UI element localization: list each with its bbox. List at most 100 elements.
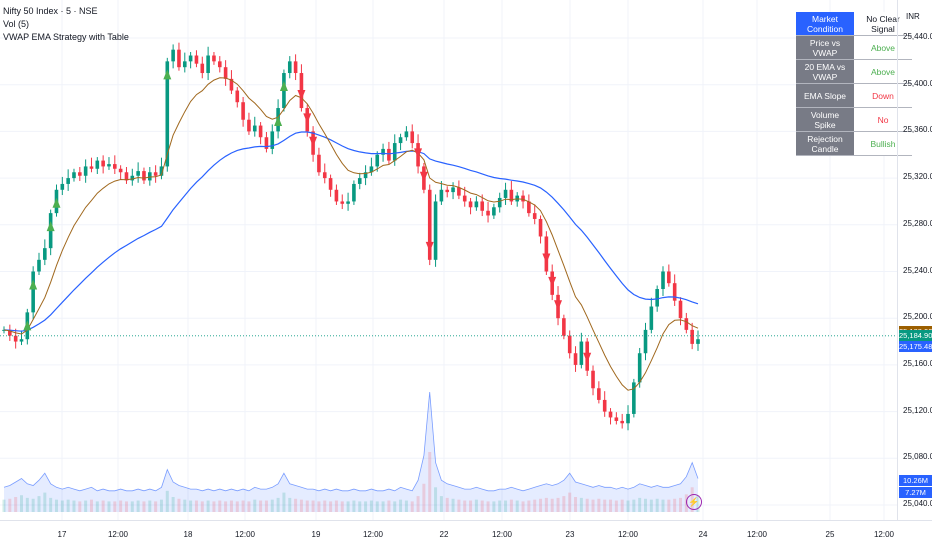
sell-signal-marker [303,113,312,124]
volume-bar [282,492,286,512]
volume-bar [2,499,6,512]
volume-bar [509,499,513,512]
volume-bar [369,500,373,512]
price-chart[interactable] [0,0,897,520]
volume-bar [119,500,123,512]
signal-label: 20 EMA vs VWAP [796,59,854,84]
candle-body [60,183,65,190]
signal-label: Price vs VWAP [796,35,854,60]
candle-body [37,259,41,272]
candle-body [177,49,181,68]
volume-bar [136,500,140,512]
candle-body [328,178,333,190]
volume-bar [428,452,432,512]
volume-bar [66,499,70,512]
volume-bar [43,492,47,512]
candle-body [322,172,327,179]
volume-bar [644,498,648,512]
candle-body [317,154,321,173]
volume-bar [142,501,146,512]
volume-indicator-label[interactable]: Vol (5) [3,19,30,29]
candle-body [369,166,374,173]
volume-bar [504,500,508,512]
volume-bar [387,500,391,512]
strategy-indicator-label[interactable]: VWAP EMA Strategy with Table [3,32,129,42]
candle-body [614,417,619,421]
signal-row: Rejection Candle Bullish [796,131,912,156]
candle-body [142,171,146,181]
volume-bar [620,499,624,512]
candle-body [229,78,234,91]
volume-bar [603,499,607,512]
time-tick-label: 12:00 [873,530,895,539]
signal-table: Market Condition No Clear Signal Price vs … [796,12,912,156]
volume-bar [340,501,344,512]
candle-body [597,388,601,400]
candle-body [194,55,199,64]
candle-body [661,271,665,290]
candle-body [8,329,12,336]
candle-body [439,189,444,202]
signal-label: Volume Spike [796,107,854,132]
candle-body [433,201,438,260]
candle-body [130,175,135,181]
volume-bar [329,501,333,512]
volume-bar [212,501,216,512]
volume-bar [521,501,525,512]
volume-bar [317,501,321,512]
flash-icon[interactable]: ⚡ [686,494,702,510]
price-tick-label: 25,200.00 [903,312,932,322]
volume-bar [416,496,420,512]
candle-body [410,131,415,144]
symbol-title[interactable]: Nifty 50 Index · 5 · NSE [3,6,98,16]
candle-body [340,201,345,204]
volume-bar [218,500,222,512]
sell-signal-marker [309,136,318,147]
candle-body [287,61,292,74]
candle-body [165,61,170,167]
volume-bar [224,501,228,512]
time-axis[interactable]: 17 12:00 18 12:00 19 12:00 22 12:00 23 12:00 24 12:… [0,520,932,551]
candle-body [392,143,397,161]
candle-body [78,172,82,176]
candle-body [562,318,566,336]
time-tick-label: 12:00 [491,530,513,539]
candle-body [672,283,677,301]
volume-bar [469,500,473,512]
volume-bar [200,501,204,512]
volume-bar [364,501,368,512]
signal-label: Market Condition [796,12,854,36]
candle-body [31,271,35,313]
price-axis[interactable]: INR 25,440.00 25,400.00 25,360.00 25,320.00… [897,0,932,520]
volume-bar [148,500,152,512]
volume-bar [533,499,537,512]
candle-body [147,172,152,181]
volume-bar [568,492,572,512]
candle-body [649,306,654,330]
price-tag: 25,175.48 [899,340,932,352]
signal-value: Above [854,59,912,84]
volume-bar [78,501,82,512]
volume-bar [299,499,303,512]
volume-bar [294,498,298,512]
volume-bar [37,496,41,512]
volume-bar [463,500,467,512]
candle-body [643,329,648,354]
candle-body [667,271,671,284]
volume-bar [130,501,134,512]
candle-body [427,189,432,260]
volume-bar [632,499,636,512]
volume-bar [235,501,239,512]
volume-bar [609,499,613,512]
volume-bar [404,500,408,512]
signal-label: Rejection Candle [796,131,854,156]
price-tick-label: 25,120.00 [903,405,932,415]
candle-body [503,189,508,198]
volume-bar [54,499,58,512]
sell-signal-marker [297,90,306,101]
candle-body [387,148,391,161]
volume-bar [498,500,502,512]
signal-row: Market Condition No Clear Signal [796,12,912,36]
buy-signal-marker [274,116,283,127]
volume-bar [154,501,158,512]
